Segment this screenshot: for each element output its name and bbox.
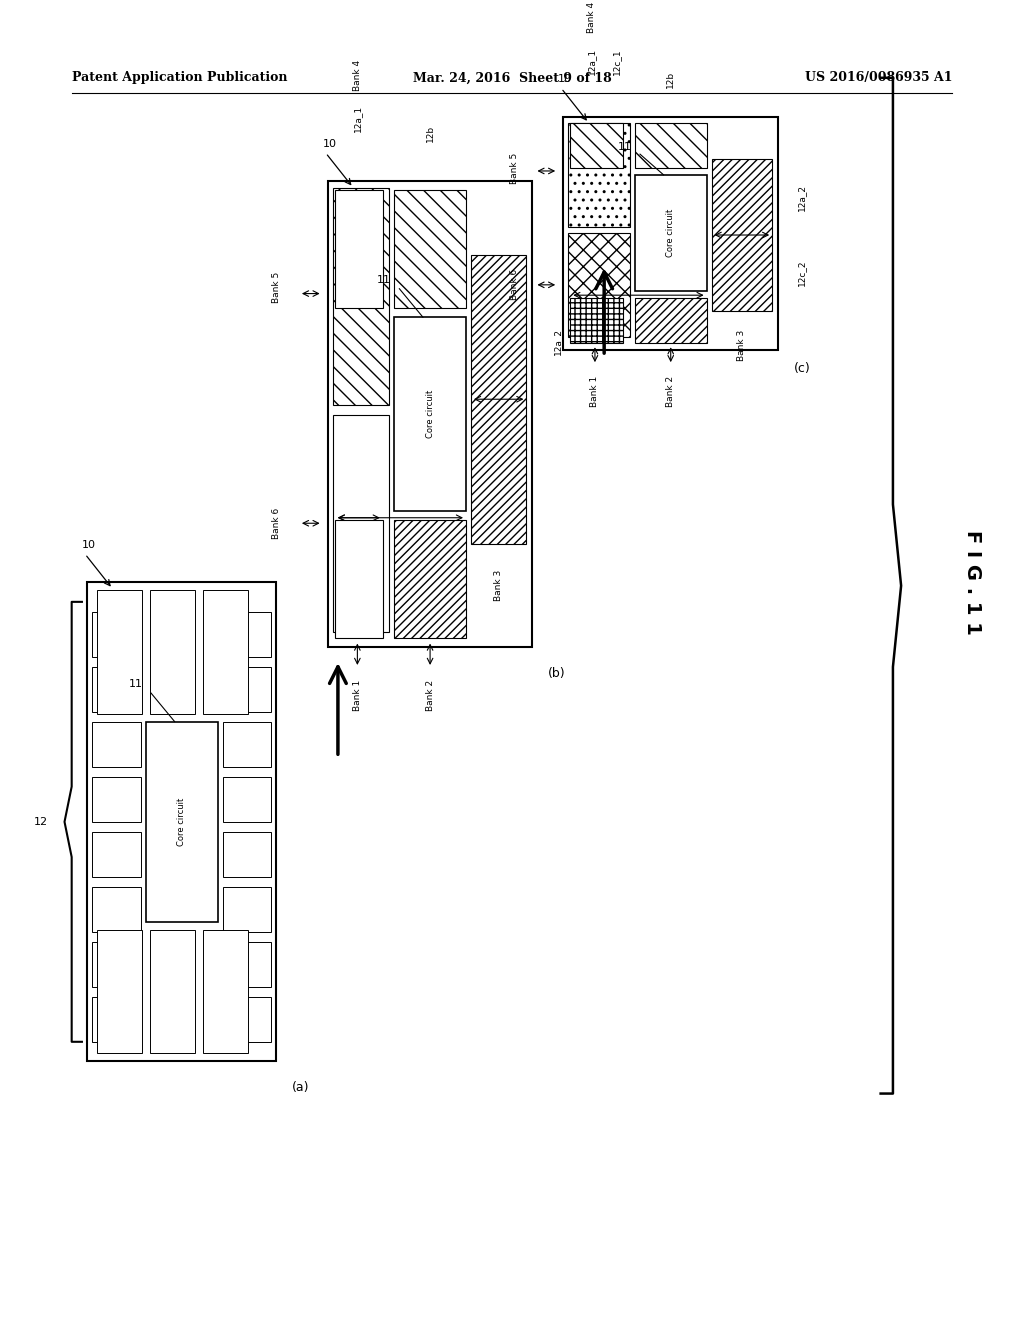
Bar	[568, 234, 630, 337]
Bar	[635, 123, 707, 169]
Bar	[92, 611, 141, 657]
Text: 12a_2: 12a_2	[553, 327, 562, 355]
Text: Bank 1: Bank 1	[353, 680, 361, 710]
Bar	[223, 722, 271, 767]
Text: Patent Application Publication: Patent Application Publication	[72, 71, 287, 84]
Text: Bank 4: Bank 4	[588, 1, 596, 33]
Text: F I G . 1 1: F I G . 1 1	[964, 531, 982, 635]
Bar	[92, 997, 141, 1041]
Text: 11: 11	[129, 680, 142, 689]
Bar	[568, 123, 630, 227]
Bar	[203, 929, 248, 1053]
Bar	[570, 298, 623, 343]
Text: 12c_1: 12c_1	[612, 49, 621, 75]
Text: 12a_1: 12a_1	[588, 48, 596, 75]
Text: 12: 12	[34, 817, 48, 826]
Bar	[223, 776, 271, 822]
Text: 12c_2: 12c_2	[797, 260, 806, 286]
Bar	[223, 887, 271, 932]
Bar	[335, 190, 383, 308]
Text: Bank 3: Bank 3	[495, 569, 503, 601]
Text: Bank 5: Bank 5	[272, 272, 281, 302]
Text: Bank 2: Bank 2	[426, 680, 434, 710]
Bar	[92, 887, 141, 932]
Bar	[635, 298, 707, 343]
Bar	[223, 997, 271, 1041]
Text: Core circuit: Core circuit	[426, 391, 434, 438]
Bar	[223, 611, 271, 657]
Bar	[471, 255, 526, 544]
Text: (a): (a)	[292, 1081, 309, 1093]
Bar	[223, 832, 271, 876]
Bar	[151, 590, 196, 714]
Bar	[92, 667, 141, 711]
Bar	[87, 582, 276, 1061]
Text: Bank 2: Bank 2	[667, 375, 675, 407]
Bar	[203, 590, 248, 714]
Bar	[333, 414, 389, 631]
Bar	[394, 520, 466, 638]
Text: (c): (c)	[794, 363, 810, 375]
Text: Core circuit: Core circuit	[177, 797, 186, 846]
Bar	[563, 116, 778, 350]
Text: 10: 10	[558, 74, 572, 84]
Text: (b): (b)	[548, 667, 565, 680]
Text: Bank 3: Bank 3	[737, 330, 746, 362]
Bar	[92, 776, 141, 822]
Text: 10: 10	[82, 540, 96, 550]
Text: 12a_1: 12a_1	[353, 106, 361, 132]
Bar	[92, 722, 141, 767]
Text: 10: 10	[323, 139, 337, 149]
Bar	[97, 590, 142, 714]
Bar	[570, 123, 623, 169]
Bar	[223, 941, 271, 987]
Bar	[335, 520, 383, 638]
Text: Bank 5: Bank 5	[510, 153, 518, 183]
Bar	[223, 667, 271, 711]
Bar	[92, 941, 141, 987]
Text: 12a_2: 12a_2	[797, 183, 806, 211]
Text: Bank 1: Bank 1	[591, 375, 599, 407]
Bar	[394, 190, 466, 308]
Bar	[333, 187, 389, 404]
Text: 11: 11	[377, 275, 391, 285]
Bar	[328, 181, 532, 647]
Bar	[97, 929, 142, 1053]
Text: Bank 6: Bank 6	[510, 269, 518, 301]
Bar	[394, 317, 466, 511]
Text: 12b: 12b	[667, 71, 675, 88]
Text: Bank 4: Bank 4	[353, 59, 361, 91]
Bar	[146, 722, 218, 923]
Bar	[712, 160, 772, 310]
Bar	[635, 174, 707, 292]
Text: Core circuit: Core circuit	[667, 209, 675, 257]
Bar	[151, 929, 196, 1053]
Text: Bank 6: Bank 6	[272, 508, 281, 539]
Bar	[92, 832, 141, 876]
Text: US 2016/0086935 A1: US 2016/0086935 A1	[805, 71, 952, 84]
Text: 11: 11	[617, 141, 632, 152]
Text: Mar. 24, 2016  Sheet 9 of 18: Mar. 24, 2016 Sheet 9 of 18	[413, 71, 611, 84]
Text: 12b: 12b	[426, 125, 434, 143]
